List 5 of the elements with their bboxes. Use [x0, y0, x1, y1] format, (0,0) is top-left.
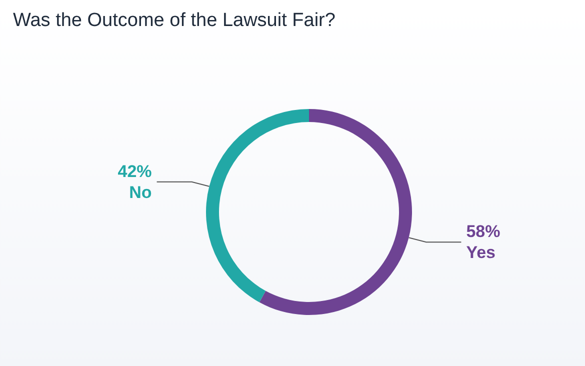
data-label: 42%	[118, 162, 152, 181]
slice-label: Yes	[466, 243, 496, 262]
slice-label: No	[129, 182, 152, 202]
data-label: 58%	[466, 222, 500, 242]
chart-title: Was the Outcome of the Lawsuit Fair?	[13, 10, 336, 31]
